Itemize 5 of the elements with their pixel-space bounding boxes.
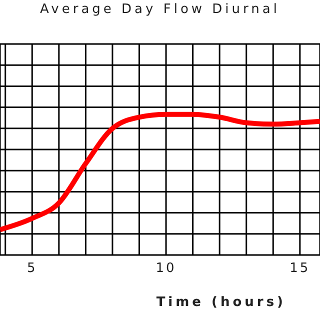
chart-title: Average Day Flow Diurnal — [39, 2, 281, 17]
x-tick-label: 10 — [156, 261, 176, 276]
x-axis-title: Time (hours) — [156, 295, 286, 310]
x-tick-label: 5 — [26, 261, 38, 276]
x-tick-label: 15 — [290, 261, 310, 276]
